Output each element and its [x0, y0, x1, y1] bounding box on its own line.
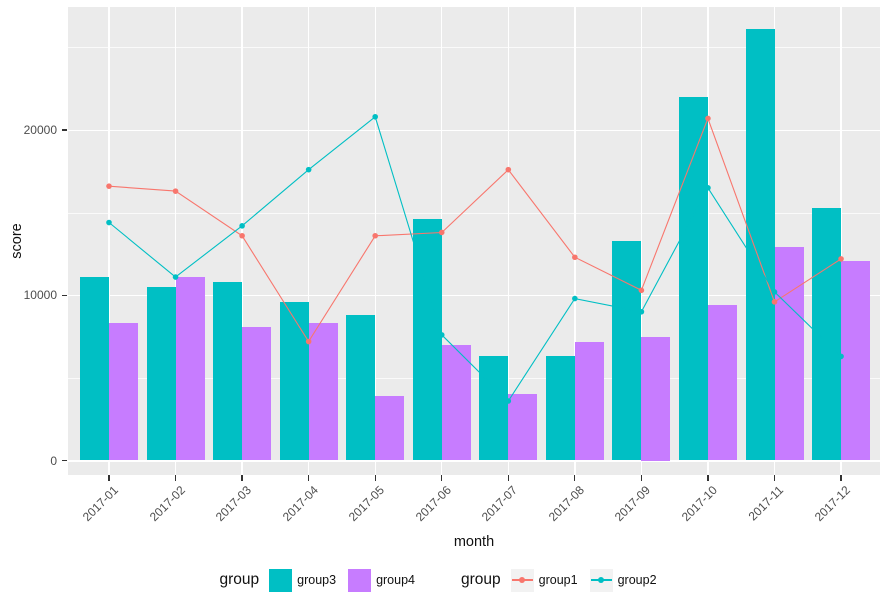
x-tick-mark [773, 475, 776, 481]
bar-group4-2017-11 [774, 247, 804, 461]
y-axis-title: score [9, 223, 25, 259]
bar-group3-2017-05 [346, 315, 376, 461]
y-tick-mark [62, 459, 67, 462]
bar-group3-2017-09 [612, 240, 642, 461]
x-tick-mark [108, 475, 110, 481]
bar-group3-2017-02 [146, 286, 176, 461]
bar-group4-2017-03 [242, 326, 272, 461]
bar-group4-2017-05 [375, 396, 405, 461]
legend-label-group4: group4 [376, 573, 415, 587]
legend: group group3 group4 group group1 group2 [0, 560, 888, 600]
legend-key-swatch-group4 [348, 568, 372, 592]
x-tick-mark [707, 475, 709, 481]
bar-group4-2017-01 [109, 323, 138, 461]
x-axis-title: month [453, 534, 495, 550]
x-tick-label: 2017-07 [479, 483, 521, 525]
x-tick-mark [441, 475, 443, 481]
x-tick-mark [840, 475, 842, 481]
x-tick-label: 2017-04 [279, 483, 321, 525]
x-tick-label: 2017-10 [678, 483, 720, 525]
bar-group4-2017-02 [175, 277, 205, 461]
legend-key-line-group2 [589, 568, 613, 592]
x-tick-label: 2017-01 [79, 483, 121, 525]
legend-label-group1: group1 [538, 573, 578, 587]
y-tick-mark [62, 294, 67, 296]
x-tick-label: 2017-11 [745, 483, 787, 524]
bar-group3-2017-03 [213, 282, 243, 461]
legend-label-group3: group3 [297, 573, 337, 587]
bar-group3-2017-11 [745, 29, 775, 461]
x-tick-label: 2017-05 [346, 483, 388, 525]
x-tick-label: 2017-03 [212, 483, 255, 525]
x-tick-mark [640, 475, 643, 481]
bar-group4-2017-08 [574, 341, 604, 461]
bar-group4-2017-07 [508, 394, 538, 461]
y-tick-mark [62, 129, 67, 131]
legend-title: group [461, 571, 501, 588]
major-gridline [68, 460, 880, 462]
x-tick-mark [374, 475, 376, 481]
legend-label-group2: group2 [617, 573, 657, 587]
x-tick-mark [174, 475, 177, 481]
x-tick-mark [241, 475, 243, 481]
x-tick-mark [574, 475, 576, 481]
y-tick-label: 20000 [23, 123, 57, 137]
plot-panel [68, 7, 880, 475]
bar-group4-2017-06 [441, 344, 471, 461]
legend-key-line-group1 [510, 568, 534, 592]
bar-group3-2017-08 [545, 356, 575, 461]
bar-group4-2017-04 [308, 323, 338, 461]
bar-group3-2017-01 [80, 277, 109, 461]
x-tick-label: 2017-06 [412, 483, 454, 525]
x-tick-label: 2017-02 [146, 483, 188, 525]
bar-group3-2017-10 [678, 96, 708, 461]
x-tick-mark [507, 475, 509, 481]
bar-group4-2017-10 [707, 305, 737, 461]
bar-group3-2017-06 [412, 219, 442, 461]
x-tick-mark [308, 475, 310, 481]
x-tick-label: 2017-08 [545, 483, 587, 525]
legend-point-sample [598, 577, 605, 583]
legend-key-swatch-group3 [269, 568, 293, 592]
bar-group4-2017-12 [841, 260, 871, 461]
minor-gridline [68, 47, 880, 49]
bar-group3-2017-07 [479, 356, 509, 461]
y-tick-label: 0 [50, 453, 57, 468]
bar-group3-2017-12 [812, 207, 842, 461]
bar-group4-2017-09 [641, 336, 671, 461]
bar-group3-2017-04 [279, 301, 309, 461]
x-tick-label: 2017-09 [612, 483, 654, 525]
x-tick-label: 2017-12 [811, 483, 853, 525]
y-tick-label: 10000 [23, 288, 57, 303]
legend-title: group [219, 571, 260, 588]
legend-point-sample [519, 577, 526, 583]
